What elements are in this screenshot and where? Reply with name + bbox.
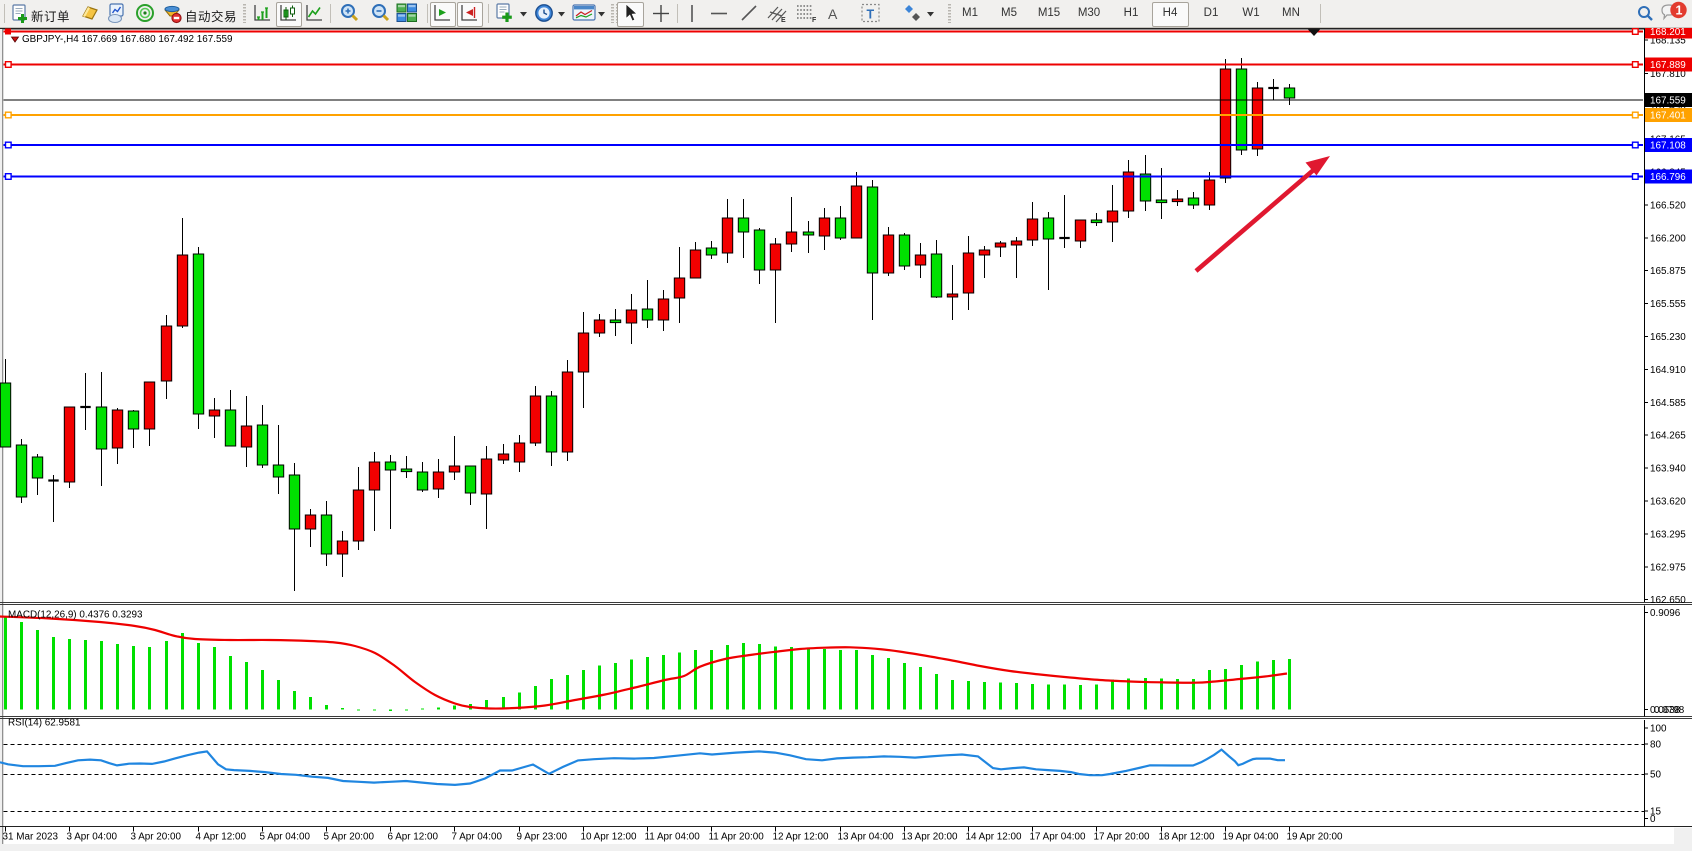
svg-text:T: T — [867, 8, 875, 22]
svg-text:13 Apr 20:00: 13 Apr 20:00 — [902, 831, 959, 842]
svg-text:31 Mar 2023: 31 Mar 2023 — [3, 831, 59, 842]
svg-text:165.875: 165.875 — [1650, 266, 1686, 277]
svg-text:167.401: 167.401 — [1650, 111, 1686, 122]
svg-text:11 Apr 04:00: 11 Apr 04:00 — [645, 831, 701, 842]
svg-text:17 Apr 20:00: 17 Apr 20:00 — [1094, 831, 1151, 842]
svg-text:MACD(12,26,9) 0.4376 0.3293: MACD(12,26,9) 0.4376 0.3293 — [8, 610, 143, 621]
svg-text:0: 0 — [1650, 814, 1656, 825]
svg-text:5 Apr 20:00: 5 Apr 20:00 — [324, 831, 375, 842]
svg-text:162.650: 162.650 — [1650, 595, 1686, 606]
svg-text:163.940: 163.940 — [1650, 464, 1686, 475]
svg-text:19 Apr 04:00: 19 Apr 04:00 — [1223, 831, 1280, 842]
svg-text:17 Apr 04:00: 17 Apr 04:00 — [1030, 831, 1087, 842]
svg-text:166.200: 166.200 — [1650, 233, 1686, 244]
svg-text:167.889: 167.889 — [1650, 60, 1686, 71]
svg-text:1: 1 — [1676, 4, 1683, 18]
svg-text:19 Apr 20:00: 19 Apr 20:00 — [1287, 831, 1344, 842]
svg-text:163.620: 163.620 — [1650, 497, 1686, 508]
svg-text:166.520: 166.520 — [1650, 200, 1686, 211]
svg-text:9 Apr 23:00: 9 Apr 23:00 — [517, 831, 568, 842]
svg-text:F: F — [812, 17, 817, 24]
svg-text:50: 50 — [1650, 770, 1661, 781]
svg-text:E: E — [781, 17, 786, 24]
svg-text:13 Apr 04:00: 13 Apr 04:00 — [838, 831, 895, 842]
svg-text:167.490: 167.490 — [1650, 102, 1686, 113]
svg-text:11 Apr 20:00: 11 Apr 20:00 — [709, 831, 765, 842]
svg-text:166.796: 166.796 — [1650, 172, 1686, 183]
svg-text:5 Apr 04:00: 5 Apr 04:00 — [260, 831, 311, 842]
svg-text:12 Apr 12:00: 12 Apr 12:00 — [773, 831, 830, 842]
svg-text:168.201: 168.201 — [1650, 27, 1686, 38]
svg-text:15: 15 — [1650, 807, 1661, 818]
svg-text:A: A — [828, 6, 838, 22]
svg-text:GBPJPY-,H4 167.669 167.680 16: GBPJPY-,H4 167.669 167.680 167.492 167.5… — [22, 34, 233, 45]
svg-text:167.108: 167.108 — [1650, 141, 1686, 152]
svg-text:168.135: 168.135 — [1650, 36, 1686, 47]
svg-text:164.265: 164.265 — [1650, 431, 1686, 442]
svg-text:165.555: 165.555 — [1650, 299, 1686, 310]
svg-text:0.0798: 0.0798 — [1654, 705, 1685, 716]
svg-text:80: 80 — [1650, 740, 1661, 751]
svg-text:6 Apr 12:00: 6 Apr 12:00 — [388, 831, 439, 842]
svg-text:167.810: 167.810 — [1650, 69, 1686, 80]
svg-text:0.0638: 0.0638 — [1650, 705, 1681, 716]
svg-text:162.975: 162.975 — [1650, 562, 1686, 573]
svg-text:100: 100 — [1650, 724, 1667, 735]
svg-text:3 Apr 04:00: 3 Apr 04:00 — [67, 831, 118, 842]
svg-text:18 Apr 12:00: 18 Apr 12:00 — [1159, 831, 1216, 842]
svg-text:RSI(14) 62.9581: RSI(14) 62.9581 — [8, 718, 81, 729]
svg-text:14 Apr 12:00: 14 Apr 12:00 — [966, 831, 1023, 842]
svg-text:163.295: 163.295 — [1650, 529, 1686, 540]
svg-text:164.585: 164.585 — [1650, 398, 1686, 409]
svg-text:3 Apr 20:00: 3 Apr 20:00 — [131, 831, 182, 842]
svg-text:165.230: 165.230 — [1650, 332, 1686, 343]
svg-text:4 Apr 12:00: 4 Apr 12:00 — [196, 831, 247, 842]
svg-text:10 Apr 12:00: 10 Apr 12:00 — [581, 831, 638, 842]
svg-text:0.9096: 0.9096 — [1650, 608, 1681, 619]
svg-text:167.559: 167.559 — [1650, 96, 1686, 107]
svg-text:164.910: 164.910 — [1650, 365, 1686, 376]
svg-text:7 Apr 04:00: 7 Apr 04:00 — [452, 831, 503, 842]
